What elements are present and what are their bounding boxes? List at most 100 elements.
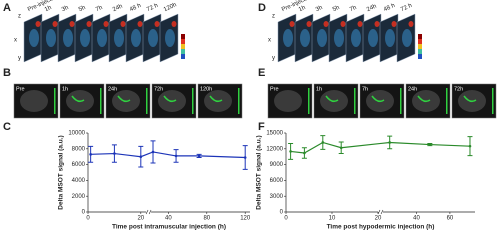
slice-label: 48 h xyxy=(129,3,142,13)
y-tick-label: 6000 xyxy=(72,162,86,168)
signal-spot xyxy=(114,29,124,47)
axis-break xyxy=(377,209,381,215)
slice-label: 48 h xyxy=(383,3,396,13)
signal-spot xyxy=(385,29,395,47)
slice-label: 5h xyxy=(78,5,87,13)
signal-spot xyxy=(351,29,361,47)
colorbar xyxy=(181,39,185,44)
signal-spot xyxy=(323,21,329,27)
signal-spot xyxy=(35,21,41,27)
signal-spot xyxy=(317,29,327,47)
signal-spot xyxy=(137,21,143,27)
frame-label: 1h xyxy=(316,86,322,92)
axis-letter: y xyxy=(18,56,21,62)
x-tick-label: 80 xyxy=(203,216,210,222)
slice-label: 3h xyxy=(315,5,324,13)
signal xyxy=(371,95,385,103)
signal-spot xyxy=(300,29,310,47)
slice-label: 24h xyxy=(366,4,378,14)
signal-spot xyxy=(408,21,414,27)
data-point xyxy=(197,154,201,158)
y-tick-label: 2000 xyxy=(72,194,86,200)
y-tick-label: 9000 xyxy=(270,162,284,168)
signal-spot xyxy=(289,21,295,27)
y-axis-title: Delta MSOT signal (a.u.) xyxy=(58,135,65,209)
colorbar xyxy=(181,54,185,59)
scale-bar xyxy=(492,88,494,114)
slice-label: 72 h xyxy=(400,3,413,13)
scale-bar xyxy=(400,88,402,114)
signal-spot xyxy=(391,21,397,27)
frame-label: 72h xyxy=(454,86,463,92)
y-tick-label: 3000 xyxy=(270,194,284,200)
y-tick-label: 8000 xyxy=(72,146,86,152)
data-point xyxy=(89,153,92,156)
axis-break xyxy=(148,209,152,215)
signal-spot xyxy=(148,29,158,47)
data-point xyxy=(388,141,391,144)
y-tick-label: 0 xyxy=(280,210,284,216)
signal-spot xyxy=(46,29,56,47)
slice-label: 72 h xyxy=(146,3,159,13)
data-point xyxy=(468,144,472,148)
frame-label: 120h xyxy=(200,86,212,92)
panel-letter: D xyxy=(258,2,266,14)
signal-spot xyxy=(171,21,177,27)
x-tick-label: 60 xyxy=(447,216,454,222)
panel-letter: B xyxy=(3,67,11,79)
y-tick-label: 15000 xyxy=(266,131,283,137)
slice-label: 120h xyxy=(163,2,178,13)
panel-letter: C xyxy=(3,121,11,133)
scale-bar xyxy=(354,88,356,114)
data-point xyxy=(139,155,143,158)
signal-spot xyxy=(97,29,107,47)
axis-break xyxy=(145,209,149,215)
x-tick-label: 0 xyxy=(284,216,288,222)
axis-break xyxy=(380,209,384,215)
scale-bar xyxy=(54,88,56,114)
tissue xyxy=(20,90,48,112)
data-point xyxy=(428,143,432,146)
panel-letter: A xyxy=(3,2,11,14)
axis-letter: z xyxy=(18,14,21,20)
x-tick-label: 40 xyxy=(165,216,172,222)
y-tick-label: 4000 xyxy=(72,178,86,184)
x-tick-label: 10 xyxy=(329,216,336,222)
y-tick-label: 6000 xyxy=(270,178,284,184)
slice-label: 1h xyxy=(298,5,307,13)
axis-letter: y xyxy=(272,56,275,62)
data-point xyxy=(303,151,306,155)
frame-label: Pre xyxy=(16,86,25,92)
signal-spot xyxy=(80,29,90,47)
signal-spot xyxy=(69,21,75,27)
slice-label: 24h xyxy=(112,4,124,14)
slice-label: 1h xyxy=(44,5,53,13)
signal-spot xyxy=(165,29,175,47)
data-point xyxy=(151,150,155,154)
scale-bar xyxy=(308,88,310,114)
signal-spot xyxy=(340,21,346,27)
data-point xyxy=(321,141,325,144)
signal xyxy=(463,95,477,103)
signal xyxy=(117,95,131,103)
data-point xyxy=(243,156,247,159)
x-tick-label: 0 xyxy=(86,216,90,222)
x-tick-label: 20 xyxy=(375,216,382,222)
y-tick-label: 12000 xyxy=(266,146,283,152)
signal-spot xyxy=(29,29,39,47)
signal xyxy=(417,95,431,103)
signal-spot xyxy=(306,21,312,27)
frame-label: 7h xyxy=(362,86,368,92)
signal-spot xyxy=(120,21,126,27)
colorbar xyxy=(181,49,185,54)
scale-bar xyxy=(446,88,448,114)
panel-letter: E xyxy=(258,67,265,79)
slice-label: 7h xyxy=(95,5,104,13)
scale-bar xyxy=(100,88,102,114)
signal-spot xyxy=(283,29,293,47)
data-point xyxy=(174,154,178,158)
x-tick-label: 120 xyxy=(240,216,251,222)
frame-label: 1h xyxy=(62,86,68,92)
x-axis-title: Time post intramuscular injection (h) xyxy=(112,224,226,231)
